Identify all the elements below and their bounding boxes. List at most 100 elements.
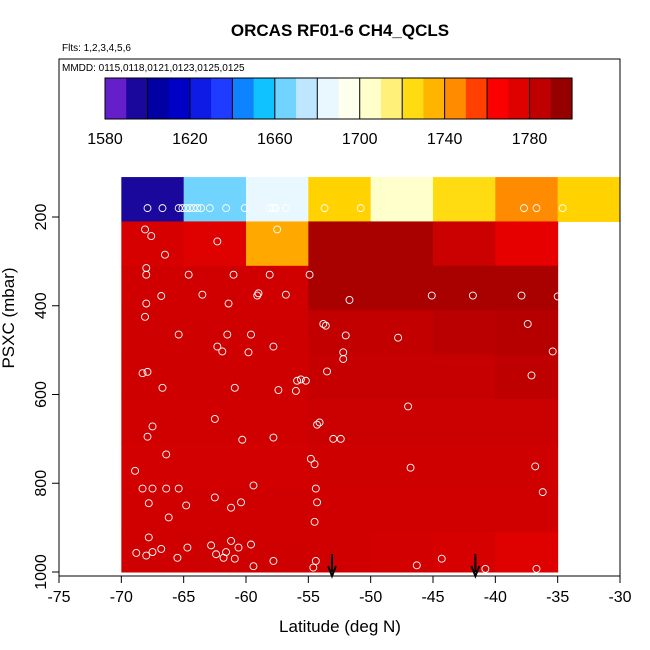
x-tick-label: -50: [359, 589, 382, 606]
heatmap-cell: [370, 354, 434, 400]
sample-point: [394, 333, 403, 342]
colorbar-swatch: [189, 78, 212, 119]
sample-point: [158, 204, 167, 213]
sample-point: [274, 386, 283, 395]
heatmap-cell: [121, 354, 185, 400]
heatmap-cell: [433, 310, 496, 356]
sample-point: [174, 330, 183, 339]
sample-point: [161, 250, 169, 259]
heatmap-cell: [495, 398, 559, 444]
sample-point: [174, 484, 183, 493]
sample-point: [184, 270, 193, 279]
sample-point: [281, 290, 290, 299]
sample-point: [131, 466, 140, 475]
sample-point: [223, 330, 232, 339]
sample-point: [230, 383, 239, 392]
sample-point: [404, 402, 413, 411]
sample-point: [237, 498, 245, 507]
sample-point: [523, 319, 532, 328]
heatmap-cell: [370, 265, 434, 311]
heatmap-cell: [370, 398, 434, 444]
y-tick-label: 400: [33, 292, 50, 319]
sample-point: [527, 371, 536, 380]
sample-point: [269, 204, 278, 213]
heatmap-cell: [308, 177, 372, 222]
sample-point: [427, 291, 436, 300]
sample-point: [548, 347, 557, 356]
sample-point: [356, 204, 365, 213]
sample-point: [182, 204, 191, 213]
sample-point: [305, 270, 314, 279]
sample-point: [265, 204, 274, 213]
heatmap-cell: [121, 221, 185, 267]
heatmap-cell: [246, 221, 309, 267]
heatmap-cell: [308, 487, 372, 533]
colorbar-tick-label: 1580: [87, 131, 123, 148]
sample-point: [213, 342, 222, 351]
heatmap-cell: [495, 354, 559, 400]
sample-point: [212, 550, 221, 559]
sample-point: [147, 232, 156, 241]
sample-points: [131, 204, 567, 573]
sample-point: [144, 533, 153, 542]
sample-point: [193, 204, 202, 213]
colorbar-swatch: [253, 78, 276, 119]
sample-point: [189, 204, 198, 213]
sample-point: [336, 434, 345, 443]
sample-point: [296, 375, 305, 384]
colorbar-swatch: [126, 78, 149, 119]
sample-point: [238, 435, 247, 444]
heatmap-cell: [370, 177, 434, 222]
heatmap-cell: [246, 443, 309, 489]
colorbar-swatch: [423, 78, 446, 119]
x-tick-label: -40: [484, 589, 507, 606]
colorbar-swatch: [529, 78, 552, 119]
sample-point: [247, 540, 255, 549]
sample-point: [265, 270, 274, 279]
sample-point: [532, 564, 541, 573]
flights-subtitle: Flts: 1,2,3,4,5,6: [62, 43, 131, 54]
heatmap-cell: [183, 310, 247, 356]
colorbar-swatch: [317, 78, 340, 119]
colorbar-swatch: [296, 78, 318, 119]
sample-point: [174, 204, 183, 213]
heatmap-cell: [183, 532, 247, 573]
heatmap-cell: [246, 265, 309, 311]
heatmap-cell: [557, 177, 621, 222]
sample-point: [162, 450, 171, 459]
sample-point: [224, 299, 233, 308]
heatmap-cell: [183, 487, 247, 533]
sample-point: [271, 204, 280, 213]
sample-point: [339, 355, 348, 363]
sample-point: [293, 376, 302, 385]
sample-point: [138, 369, 147, 378]
sample-point: [227, 536, 235, 545]
sample-point: [538, 488, 547, 497]
sample-point: [229, 270, 238, 279]
sample-point: [207, 541, 216, 550]
sample-point: [143, 367, 152, 376]
sample-point: [173, 553, 182, 562]
colorbar-tick-label: 1740: [427, 131, 463, 148]
y-tick-label: 1000: [33, 554, 50, 590]
colorbar-swatch: [359, 78, 382, 119]
colorbar-tick-label: 1780: [512, 131, 548, 148]
y-axis-label: PSXC (mbar): [0, 267, 18, 368]
heatmap-cell: [433, 487, 496, 533]
sample-point: [143, 432, 152, 441]
sample-point: [313, 498, 322, 507]
sample-point: [412, 561, 421, 570]
sample-point: [142, 270, 151, 279]
sample-point: [311, 484, 320, 493]
sample-point: [162, 484, 171, 493]
sample-point: [520, 204, 528, 213]
heatmap-cell: [433, 265, 496, 311]
dates-subtitle: MMDD: 0115,0118,0121,0123,0125,0125: [62, 63, 245, 74]
heatmap-cell: [433, 443, 496, 489]
sample-point: [244, 348, 253, 357]
sample-point: [311, 556, 320, 565]
colorbar-swatch: [274, 78, 297, 119]
colorbar-swatch: [402, 78, 425, 119]
colorbar-tick-label: 1700: [342, 131, 378, 148]
heatmap-cell: [433, 354, 496, 400]
